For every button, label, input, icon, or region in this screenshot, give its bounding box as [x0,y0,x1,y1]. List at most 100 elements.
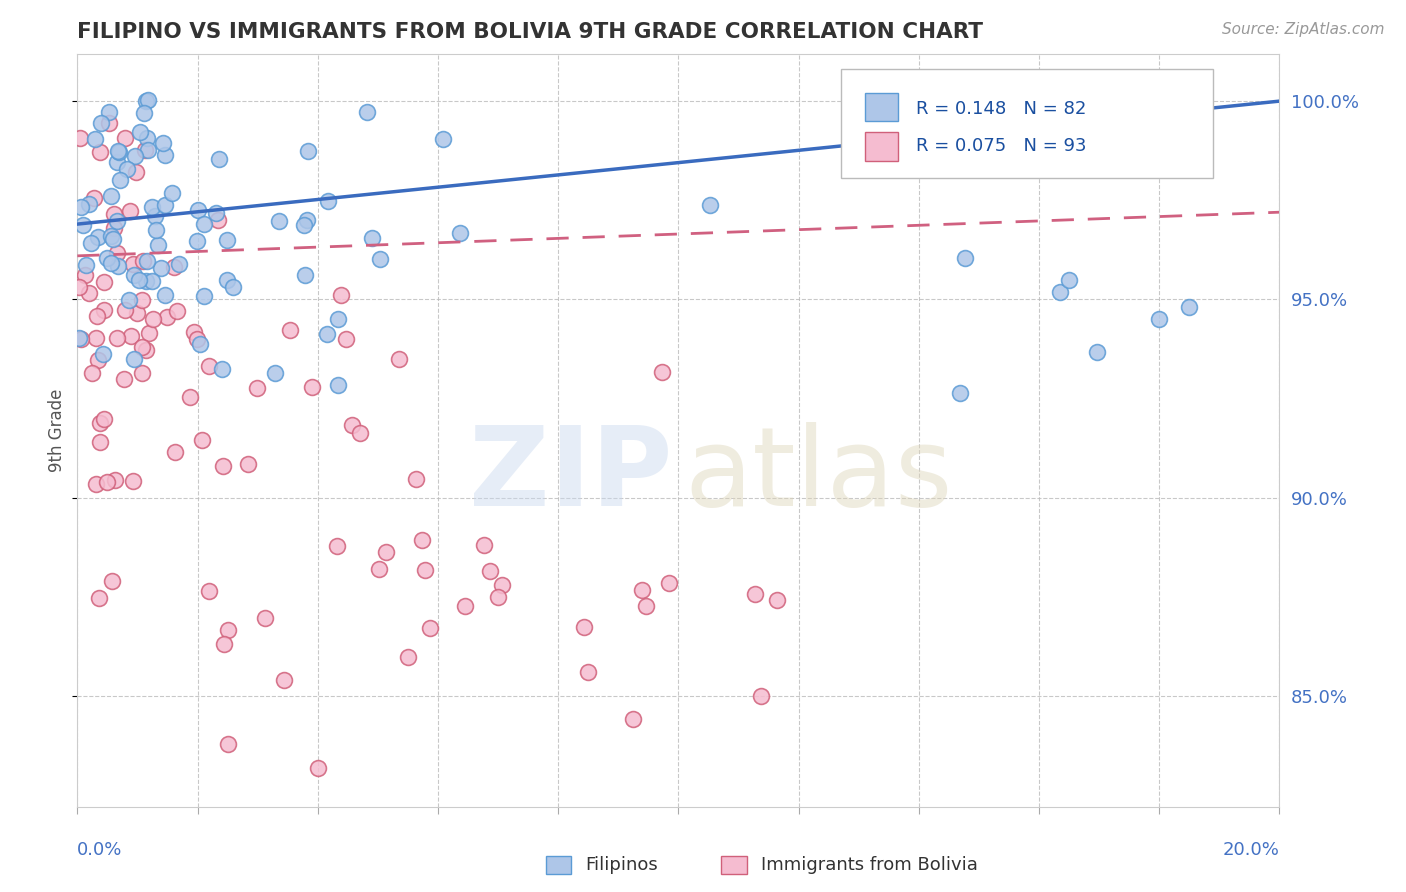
Point [107,259,129,273]
Point [419,621,441,635]
Point [388,352,411,367]
Point [375,545,398,559]
Point [411,533,433,547]
Text: Source: ZipAtlas.com: Source: ZipAtlas.com [1222,22,1385,37]
Point [101,574,124,589]
Point [114,131,136,145]
Point [152,136,174,150]
FancyBboxPatch shape [841,69,1213,178]
Point [342,418,364,433]
Point [413,564,436,578]
Text: 0.0%: 0.0% [77,841,122,859]
Point [107,144,129,158]
Point [83,191,105,205]
Point [93,303,115,318]
Point [136,130,159,145]
Point [744,587,766,601]
Point [478,565,501,579]
Point [356,105,378,120]
Point [77,285,100,300]
Point [122,474,145,488]
Point [75,268,97,282]
Point [368,562,391,576]
Point [207,213,229,227]
Point [72,218,94,232]
Point [90,116,112,130]
Point [187,203,209,218]
Point [135,274,157,288]
Point [297,213,319,227]
Point [124,164,146,178]
Point [118,293,141,308]
Point [96,475,118,490]
Point [135,94,157,108]
Point [221,279,243,293]
Point [69,332,91,346]
Point [396,649,419,664]
Point [69,131,91,145]
Text: atlas: atlas [685,422,953,529]
Point [121,257,143,271]
Point [949,385,972,400]
Point [122,351,145,366]
Point [141,274,163,288]
Point [160,186,183,200]
Point [138,326,160,340]
Point [131,366,153,380]
Point [292,218,315,232]
Point [142,312,165,326]
Point [297,144,319,158]
Point [491,578,513,592]
Point [198,583,221,598]
Bar [546,856,571,874]
Point [103,220,125,235]
Point [136,93,159,107]
Point [211,362,233,376]
Point [145,222,167,236]
Point [87,591,110,606]
Point [472,538,495,552]
Point [156,310,179,324]
Bar [721,856,747,874]
Point [273,673,295,688]
Point [574,620,596,634]
Point [278,324,301,338]
Point [405,472,427,486]
Point [87,353,110,368]
Point [205,206,228,220]
Point [328,378,350,392]
Point [749,689,772,703]
Point [83,132,105,146]
Point [1049,285,1071,299]
Point [80,236,103,251]
Point [120,329,142,343]
Point [124,149,146,163]
Point [131,340,153,354]
Point [146,237,169,252]
Point [134,143,156,157]
Point [163,444,186,458]
Point [432,132,454,146]
Point [621,712,644,726]
Point [128,272,150,286]
Point [67,279,90,293]
Point [70,200,93,214]
Point [301,380,323,394]
Point [80,366,103,380]
Text: FILIPINO VS IMMIGRANTS FROM BOLIVIA 9TH GRADE CORRELATION CHART: FILIPINO VS IMMIGRANTS FROM BOLIVIA 9TH … [77,22,983,42]
Point [361,231,384,245]
Point [153,198,176,212]
Point [84,331,107,345]
Y-axis label: 9th Grade: 9th Grade [48,389,66,472]
Bar [865,132,898,161]
Point [699,198,721,212]
Point [186,332,208,346]
Point [103,207,125,221]
Text: R = 0.148   N = 82: R = 0.148 N = 82 [917,100,1087,118]
Point [212,637,235,651]
Point [93,275,115,289]
Point [179,390,201,404]
Point [217,273,239,287]
Point [118,204,141,219]
Point [330,287,353,301]
